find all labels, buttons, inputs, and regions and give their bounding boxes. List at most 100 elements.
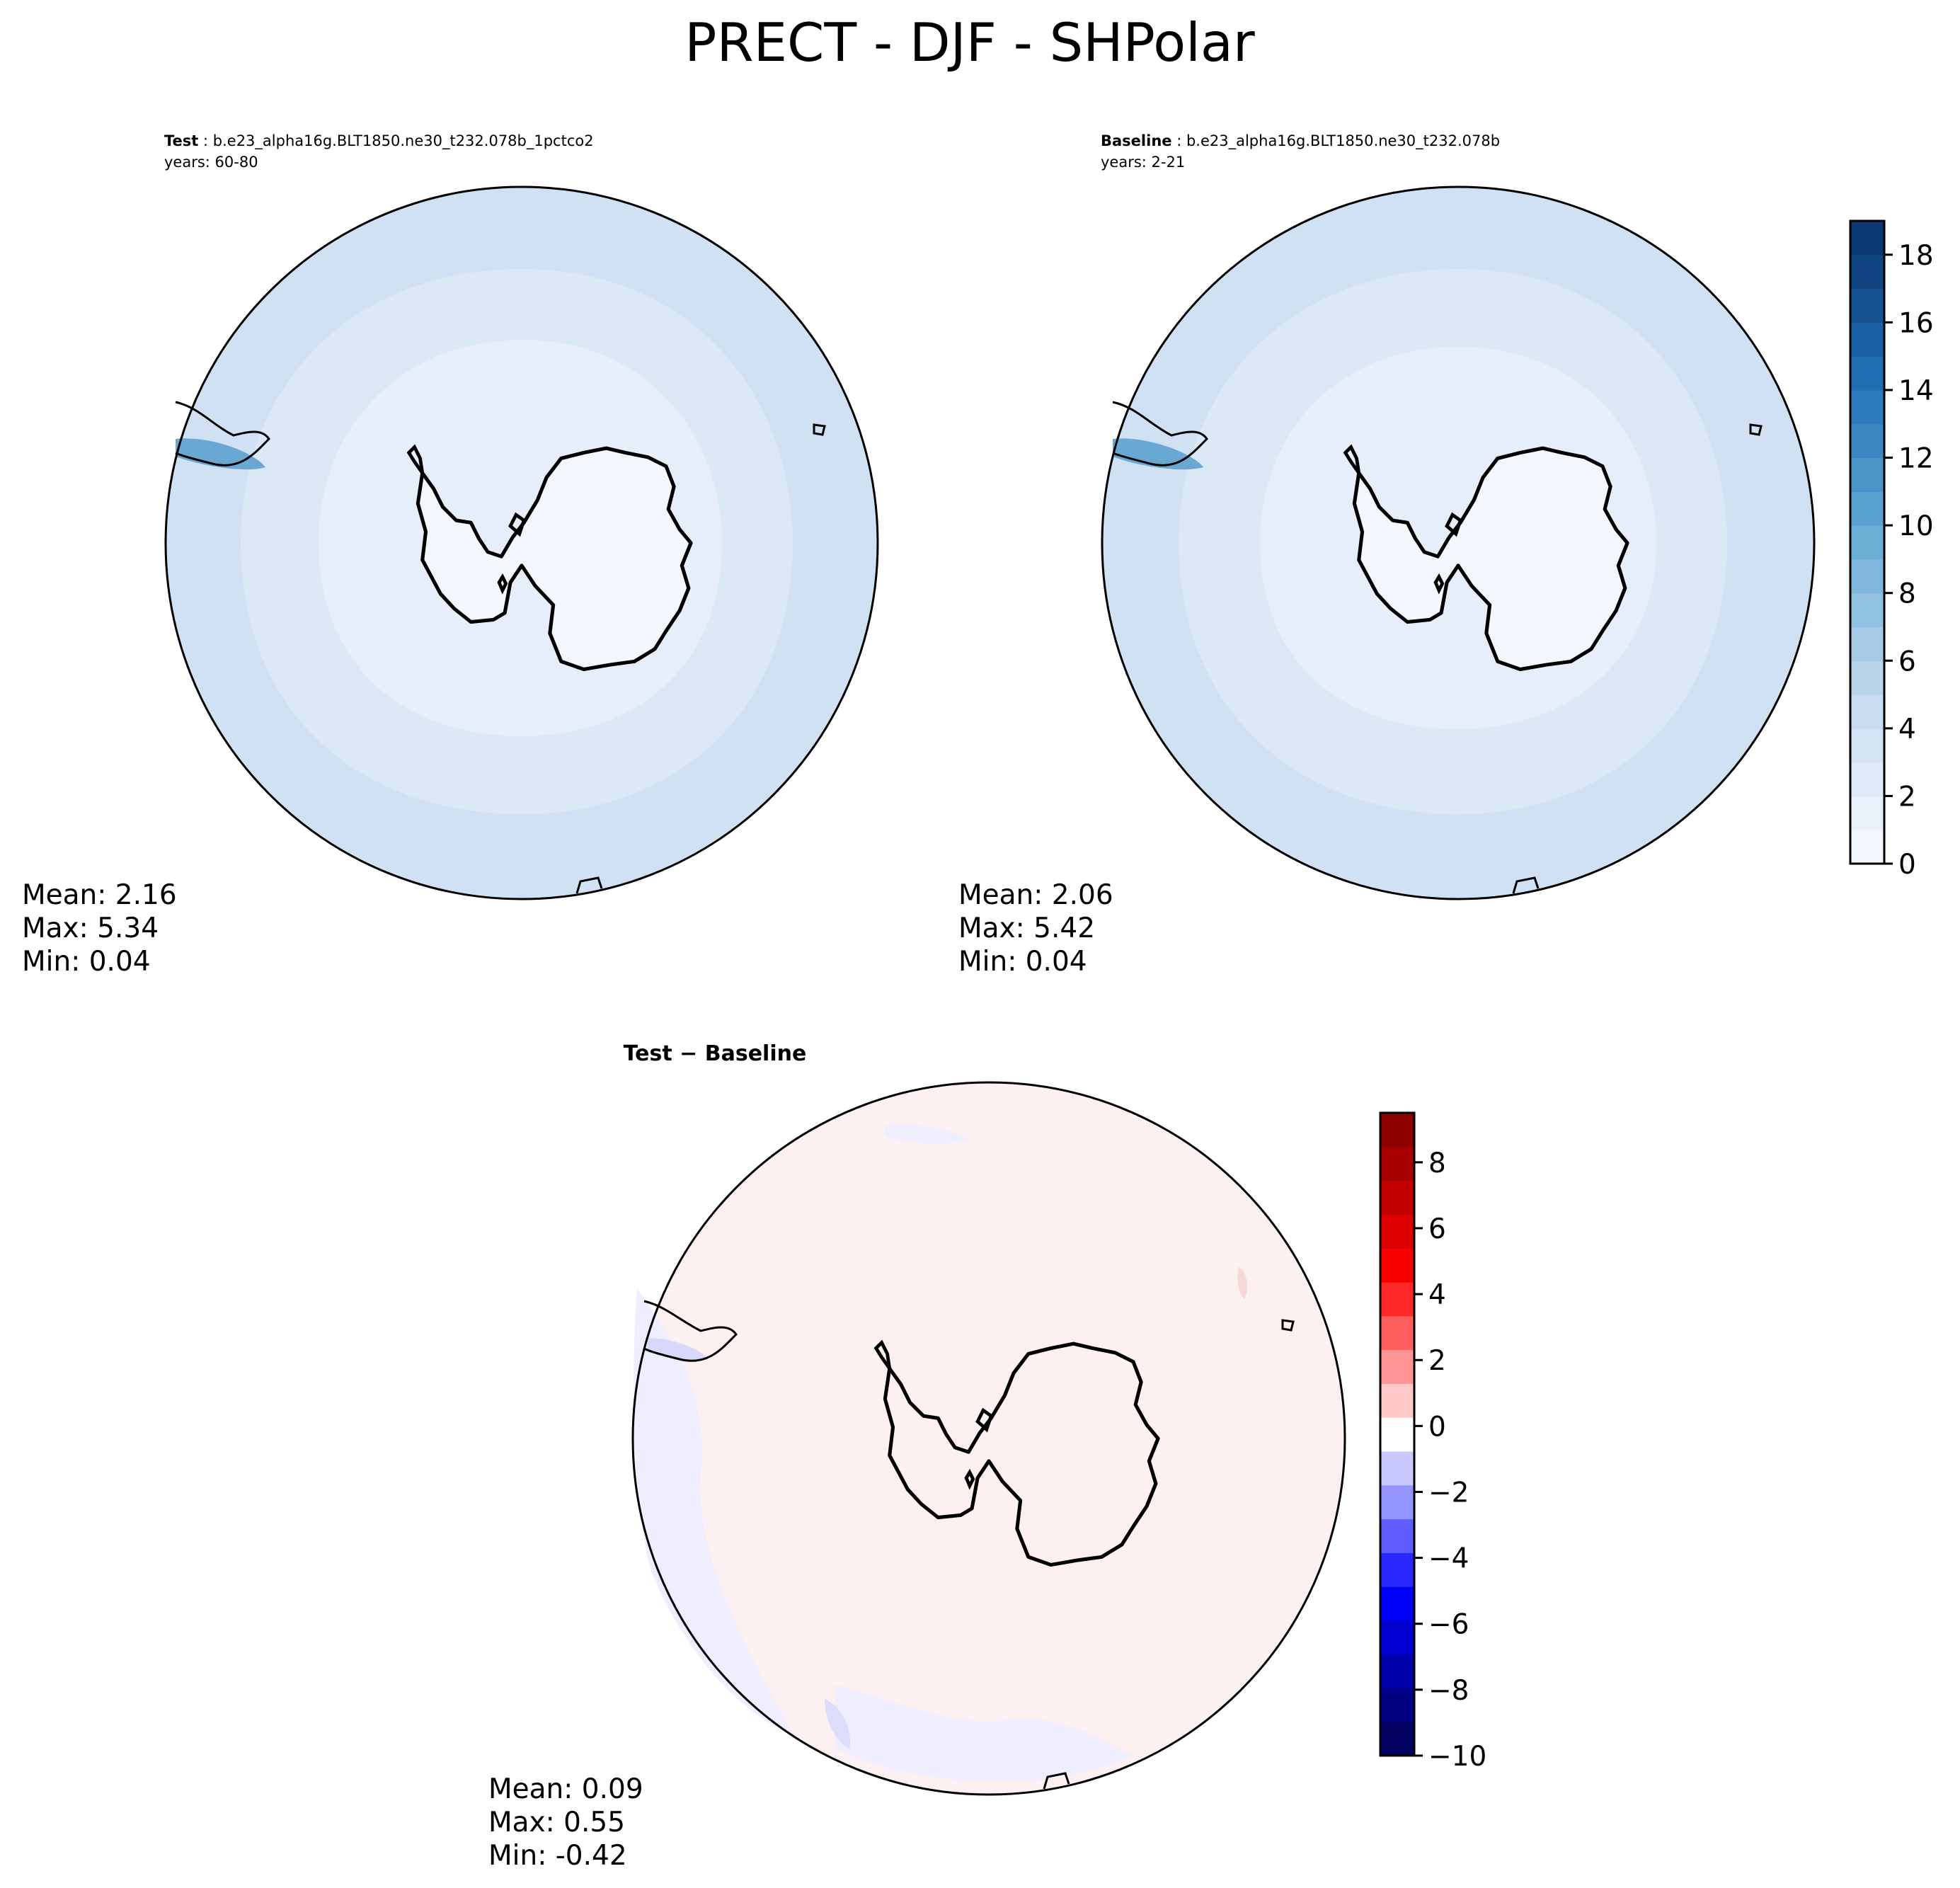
test-header: Test : b.e23_alpha16g.BLT1850.ne30_t232.… <box>164 132 594 150</box>
colorbar-difference-frame <box>1379 1111 1416 1757</box>
difference-title: Test − Baseline <box>624 1041 807 1066</box>
colorbar-precip-tick-label: 8 <box>1898 578 1916 610</box>
colorbar-difference: −10 −8 −6 −4 −2 0 2 4 6 8 <box>1379 1111 1486 1773</box>
baseline-island-coast <box>1749 423 1763 436</box>
colorbar-difference-tick-label: −2 <box>1428 1477 1469 1509</box>
colorbar-difference-segment <box>1380 1383 1414 1418</box>
colorbar-precip-segment <box>1850 457 1884 492</box>
colorbar-precip-tick-label: 6 <box>1898 646 1916 677</box>
baseline-label: Baseline <box>1101 132 1172 149</box>
colorbar-difference-tick-label: −4 <box>1428 1543 1469 1575</box>
colorbar-difference-segment <box>1380 1586 1414 1621</box>
test-years: years: 60-80 <box>164 154 258 171</box>
colorbar-difference-tick-label: 8 <box>1428 1148 1446 1179</box>
colorbar-difference-tick-label: −10 <box>1428 1741 1486 1773</box>
colorbar-precip-segment <box>1850 491 1884 526</box>
test-map <box>164 185 879 900</box>
colorbar-precip-segment <box>1850 627 1884 661</box>
colorbar-difference-segment <box>1380 1518 1414 1553</box>
colorbar-difference-tick-label: 2 <box>1428 1345 1446 1377</box>
baseline-case-name: : b.e23_alpha16g.BLT1850.ne30_t232.078b <box>1176 132 1500 150</box>
baseline-max: Max: 5.42 <box>958 912 1095 944</box>
baseline-mean: Mean: 2.06 <box>958 879 1113 911</box>
colorbar-difference-segment <box>1380 1620 1414 1655</box>
colorbar-precip-segment <box>1850 830 1884 864</box>
colorbar-difference-segment <box>1380 1417 1414 1452</box>
test-max: Max: 5.34 <box>22 912 159 944</box>
colorbar-precip-segment <box>1850 593 1884 628</box>
colorbar-difference-segment <box>1380 1281 1414 1317</box>
colorbar-difference-tick-label: −8 <box>1428 1675 1469 1707</box>
colorbar-precip-segment <box>1850 559 1884 594</box>
difference-min: Min: -0.42 <box>488 1840 627 1872</box>
colorbar-difference-tick-label: 0 <box>1428 1411 1446 1443</box>
difference-map <box>631 1081 1346 1796</box>
colorbar-difference-segment <box>1380 1654 1414 1689</box>
test-min: Min: 0.04 <box>22 946 151 978</box>
colorbar-precip-segment <box>1850 762 1884 797</box>
colorbar-difference-segment <box>1380 1214 1414 1249</box>
colorbar-difference-segment <box>1380 1248 1414 1283</box>
colorbar-precip-segment <box>1850 254 1884 290</box>
colorbar-difference-segment <box>1380 1722 1414 1756</box>
colorbar-precip-tick-label: 2 <box>1898 781 1916 813</box>
colorbar-precip-tick-label: 12 <box>1898 443 1934 475</box>
difference-negative-spot <box>825 1699 850 1749</box>
colorbar-precip: 0 2 4 6 8 10 12 14 16 18 <box>1849 219 1934 881</box>
colorbar-precip-tick-label: 10 <box>1898 510 1934 542</box>
test-island-bottom <box>575 876 603 894</box>
colorbar-precip-tick-label: 0 <box>1898 849 1916 881</box>
test-label: Test <box>164 132 198 149</box>
colorbar-precip-tick-label: 14 <box>1898 375 1934 407</box>
difference-negative-south <box>835 1685 1133 1782</box>
difference-mean: Mean: 0.09 <box>488 1773 643 1805</box>
colorbar-precip-segment <box>1850 728 1884 763</box>
colorbar-precip-segment <box>1850 322 1884 357</box>
colorbar-difference-tick-label: −6 <box>1428 1609 1469 1641</box>
baseline-header: Baseline : b.e23_alpha16g.BLT1850.ne30_t… <box>1101 132 1500 150</box>
baseline-map <box>1101 185 1816 900</box>
baseline-peninsula-coast <box>1112 401 1208 467</box>
colorbar-difference-tick-label: 6 <box>1428 1213 1446 1245</box>
difference-peninsula-coast <box>643 1300 738 1362</box>
colorbar-difference-segment <box>1380 1451 1414 1486</box>
colorbar-precip-tick-label: 18 <box>1898 240 1934 272</box>
colorbar-difference-segment <box>1380 1315 1414 1351</box>
colorbar-precip-segment <box>1850 525 1884 560</box>
colorbar-precip-frame <box>1849 219 1886 865</box>
colorbar-precip-segment <box>1850 660 1884 695</box>
difference-island-bottom <box>1043 1772 1070 1790</box>
difference-panel: Test − Baseline Mean: 0.09 Max: 0.55 Min… <box>488 1041 1346 1872</box>
colorbar-difference-segment <box>1380 1552 1414 1587</box>
baseline-min: Min: 0.04 <box>958 946 1087 978</box>
colorbar-precip-tick-label: 4 <box>1898 714 1916 745</box>
difference-map-boundary <box>631 1081 1346 1796</box>
colorbar-precip-segment <box>1850 356 1884 391</box>
colorbar-difference-segment <box>1380 1349 1414 1384</box>
colorbar-precip-segment <box>1850 221 1884 256</box>
test-island-coast <box>813 423 826 436</box>
colorbar-difference-segment <box>1380 1688 1414 1722</box>
colorbar-precip-segment <box>1850 694 1884 729</box>
baseline-panel: Baseline : b.e23_alpha16g.BLT1850.ne30_t… <box>958 132 1816 978</box>
colorbar-difference-segment <box>1380 1113 1414 1148</box>
colorbar-precip-segment <box>1850 389 1884 425</box>
difference-max: Max: 0.55 <box>488 1807 625 1838</box>
test-case-name: : b.e23_alpha16g.BLT1850.ne30_t232.078b_… <box>203 132 594 150</box>
test-panel: Test : b.e23_alpha16g.BLT1850.ne30_t232.… <box>22 132 879 978</box>
baseline-years: years: 2-21 <box>1101 154 1185 171</box>
difference-negative-west <box>634 1288 793 1734</box>
figure-title: PRECT - DJF - SHPolar <box>684 11 1255 74</box>
colorbar-difference-segment <box>1380 1180 1414 1215</box>
difference-positive-spot <box>1237 1267 1247 1299</box>
baseline-map-boundary <box>1101 185 1816 900</box>
colorbar-difference-tick-label: 4 <box>1428 1279 1446 1311</box>
colorbar-precip-segment <box>1850 288 1884 323</box>
test-mean: Mean: 2.16 <box>22 879 177 911</box>
colorbar-precip-segment <box>1850 796 1884 830</box>
colorbar-difference-segment <box>1380 1146 1414 1182</box>
colorbar-precip-segment <box>1850 423 1884 459</box>
colorbar-difference-segment <box>1380 1484 1414 1520</box>
test-map-boundary <box>164 185 879 900</box>
